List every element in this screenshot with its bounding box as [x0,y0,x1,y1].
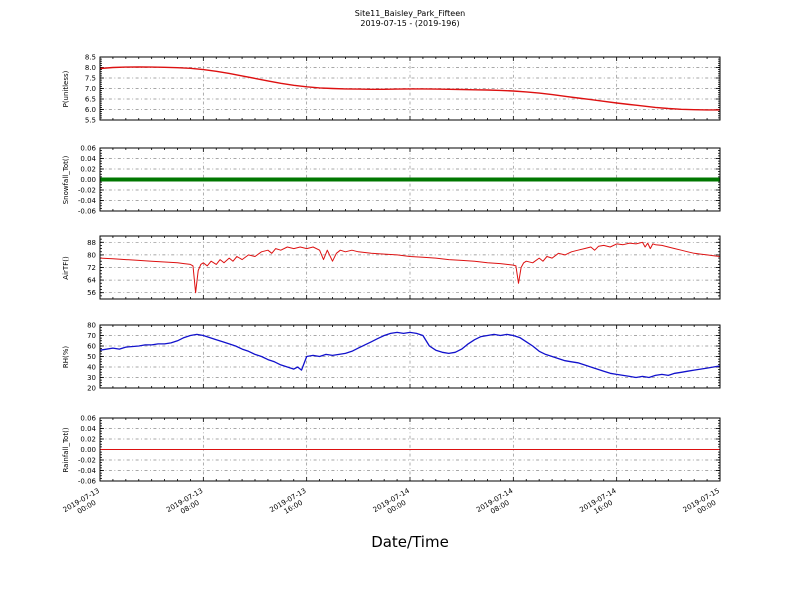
y-tick-label: 0.00 [80,176,96,184]
x-tick-label: 2019-07-1416:00 [578,487,622,522]
y-tick-label: 56 [87,289,96,297]
y-tick-label: 7.5 [85,75,96,83]
x-axis-label: Date/Time [371,533,449,551]
y-tick-label: 0.06 [80,145,96,153]
chart-title: Site11_Baisley_Park_Fifteen [354,9,466,18]
y-tick-label: 70 [87,332,96,340]
y-tick-label: -0.04 [78,197,97,205]
y-tick-label: 8.0 [85,64,96,72]
x-tick-label: 2019-07-1408:00 [475,487,519,522]
panel-Rainfall: -0.06 -0.04 -0.02 0.00 0.02 0.04 0.06 [78,415,721,486]
y-tick-label: 0.06 [80,415,96,423]
x-tick-label: 2019-07-1316:00 [268,487,311,522]
y-tick-label: 80 [87,251,96,259]
y-tick-label: 0.02 [80,436,96,444]
y-tick-label: 40 [87,364,96,372]
y-tick-label: -0.06 [78,208,97,216]
y-tick-label: 60 [87,343,96,351]
panel-AirTF: 56 64 72 80 88 [87,235,721,300]
y-axis-label-airtf: AirTF() [62,255,70,280]
chart-subtitle: 2019-07-15 - (2019-196) [360,19,460,29]
series-RH [99,331,721,379]
y-tick-label: 72 [87,264,96,272]
y-tick-label: 50 [87,353,96,361]
y-tick-label: 64 [87,277,96,285]
panel-P: 5.5 6.0 6.5 7.0 7.5 8.0 8.5 [85,54,721,125]
x-tick-label: 2019-07-1400:00 [372,487,416,522]
y-axis-label-p: P(unitless) [62,70,70,107]
x-tick-labels: 2019-07-1300:00 2019-07-1308:00 2019-07-13… [62,487,725,522]
y-tick-label: 0.00 [80,446,96,454]
y-tick-label: 88 [87,239,96,247]
panel-RH: 20 30 40 50 60 70 80 [87,322,721,393]
y-tick-label: 7.0 [85,85,96,93]
y-tick-label: 20 [87,385,96,393]
x-tick-label: 2019-07-1300:00 [62,487,105,522]
panel-Snowfall: -0.06 -0.04 -0.02 0.00 0.02 0.04 0.06 [78,145,721,216]
y-tick-label: 6.0 [85,106,96,114]
x-tick-label: 2019-07-1308:00 [165,487,208,522]
series-P [99,66,720,111]
y-tick-label: -0.02 [78,187,96,195]
y-tick-label: 0.02 [80,166,96,174]
x-tick-label: 2019-07-1500:00 [682,487,725,522]
y-tick-label: 30 [87,374,96,382]
y-axis-label-snowfall: Snowfall_Tot() [62,155,70,204]
y-tick-label: -0.04 [78,467,97,475]
y-axis-label-rainfall: Rainfall_Tot() [62,426,70,473]
y-tick-label: 5.5 [85,117,96,125]
y-tick-label: 80 [87,322,96,330]
series-AirTF [99,241,721,294]
y-tick-label: 8.5 [85,54,96,62]
chart-title-block: Site11_Baisley_Park_Fifteen 2019-07-15 -… [355,9,465,30]
y-tick-label: 0.04 [80,155,96,163]
y-axis-label-rh: RH(%) [62,345,70,368]
y-tick-label: 6.5 [85,96,96,104]
y-tick-label: 0.04 [80,425,96,433]
y-tick-label: -0.02 [78,457,96,465]
y-tick-label: -0.06 [78,478,97,486]
